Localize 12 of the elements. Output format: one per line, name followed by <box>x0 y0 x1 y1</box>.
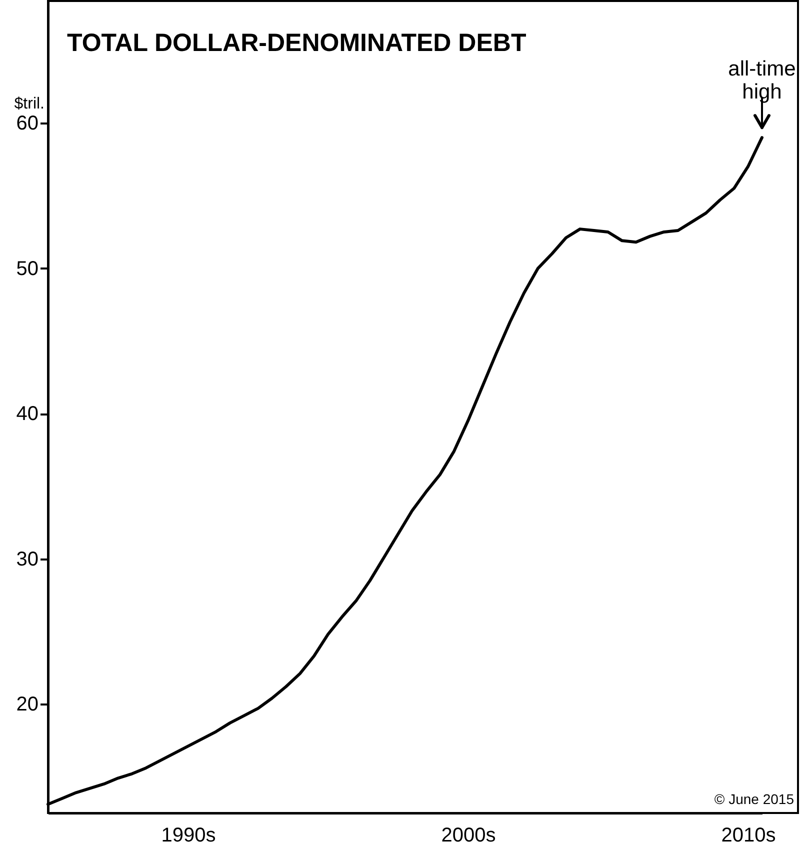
annotation: all-time high <box>728 58 796 104</box>
y-tick-label: 20 <box>16 694 38 716</box>
x-tick-label: 1990s <box>161 824 216 846</box>
text: TOTAL DOLLAR-DENOMINATED DEBT <box>67 29 526 57</box>
y-tick-label: 30 <box>16 548 38 570</box>
y-tick-label: 50 <box>16 258 38 280</box>
x-tick-label: 2010s <box>721 824 776 846</box>
annotation: © June 2015 <box>714 791 794 807</box>
y-axis-title: $tril. <box>14 96 44 112</box>
y-tick-label: 40 <box>16 403 38 426</box>
y-tick-label: 60 <box>16 112 38 135</box>
x-tick-label: 2000s <box>441 824 496 846</box>
